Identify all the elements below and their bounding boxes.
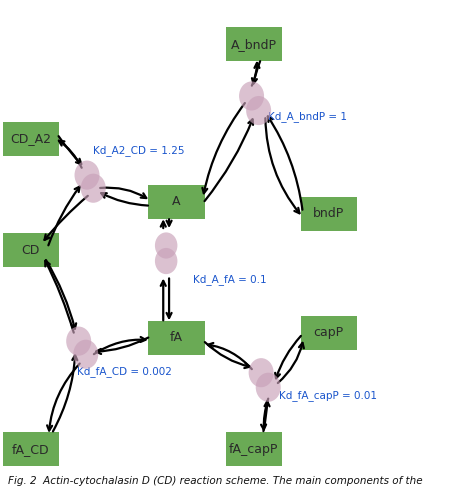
FancyBboxPatch shape xyxy=(3,233,59,267)
FancyBboxPatch shape xyxy=(226,27,282,61)
Circle shape xyxy=(73,340,98,369)
Text: Fig. 2  Actin-cytochalasin D (CD) reaction scheme. The main components of the: Fig. 2 Actin-cytochalasin D (CD) reactio… xyxy=(8,476,422,486)
Text: CD_A2: CD_A2 xyxy=(10,132,51,145)
Circle shape xyxy=(66,327,91,355)
FancyBboxPatch shape xyxy=(3,122,59,156)
FancyBboxPatch shape xyxy=(226,433,282,466)
Text: CD: CD xyxy=(22,244,40,257)
Circle shape xyxy=(246,96,271,125)
Text: Kd_A_bndP = 1: Kd_A_bndP = 1 xyxy=(268,111,347,122)
Text: A: A xyxy=(173,195,181,208)
Text: Kd_fA_CD = 0.002: Kd_fA_CD = 0.002 xyxy=(77,366,172,377)
Text: bndP: bndP xyxy=(313,207,344,220)
Text: fA_CD: fA_CD xyxy=(12,443,50,456)
Text: Kd_A_fA = 0.1: Kd_A_fA = 0.1 xyxy=(193,274,267,285)
FancyBboxPatch shape xyxy=(148,321,205,355)
Circle shape xyxy=(249,358,273,387)
Text: fA_capP: fA_capP xyxy=(229,443,278,456)
FancyBboxPatch shape xyxy=(3,433,59,466)
Text: capP: capP xyxy=(314,327,344,339)
FancyBboxPatch shape xyxy=(301,197,357,231)
Circle shape xyxy=(74,161,100,190)
FancyBboxPatch shape xyxy=(148,185,205,219)
Circle shape xyxy=(155,232,177,259)
FancyBboxPatch shape xyxy=(301,316,357,350)
Circle shape xyxy=(239,82,264,110)
Text: A_bndP: A_bndP xyxy=(231,37,277,51)
Text: fA: fA xyxy=(170,331,183,344)
Circle shape xyxy=(155,248,177,274)
Circle shape xyxy=(81,174,106,203)
Text: Kd_fA_capP = 0.01: Kd_fA_capP = 0.01 xyxy=(279,390,377,402)
Text: Kd_A2_CD = 1.25: Kd_A2_CD = 1.25 xyxy=(93,145,185,156)
Circle shape xyxy=(256,373,281,402)
